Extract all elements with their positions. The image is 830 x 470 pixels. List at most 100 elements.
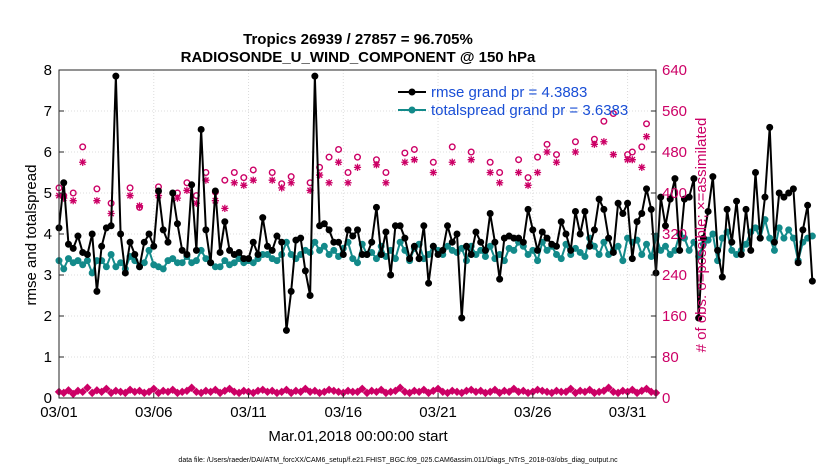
obs-assimilated-marker bbox=[609, 150, 617, 159]
rmse-point bbox=[136, 263, 144, 271]
rmse-point bbox=[282, 326, 290, 334]
totalspread-point bbox=[159, 265, 167, 273]
rmse-point bbox=[723, 205, 731, 213]
rmse-point bbox=[553, 242, 560, 250]
rmse-point bbox=[614, 199, 622, 207]
totalspread-point bbox=[666, 251, 674, 258]
rmse-point bbox=[695, 314, 703, 322]
rmse-point bbox=[676, 246, 684, 254]
rmse-point bbox=[647, 205, 655, 213]
chart-title: Tropics 26939 / 27857 = 96.705% bbox=[243, 31, 473, 48]
rmse-point bbox=[145, 230, 153, 238]
obs-possible-marker bbox=[496, 168, 504, 176]
obs-possible-marker bbox=[249, 166, 257, 174]
obs-assimilated-marker bbox=[448, 158, 456, 166]
rmse-point bbox=[534, 246, 542, 254]
obs-bottom-marker bbox=[168, 385, 177, 395]
obs-bottom-marker bbox=[376, 385, 386, 395]
rmse-point bbox=[643, 185, 651, 193]
totalspread-point bbox=[64, 255, 72, 263]
rmse-point bbox=[581, 207, 589, 215]
rmse-point bbox=[733, 197, 741, 205]
rmse-point bbox=[254, 251, 262, 258]
rmse-point bbox=[605, 234, 613, 242]
rmse-point bbox=[624, 199, 632, 207]
rmse-point bbox=[325, 226, 333, 234]
obs-assimilated-marker bbox=[93, 197, 101, 205]
rmse-point bbox=[268, 246, 276, 254]
obs-possible-marker bbox=[354, 153, 362, 161]
y-tick-label-left: 6 bbox=[44, 144, 52, 161]
totalspread-point bbox=[643, 240, 651, 248]
rmse-point bbox=[140, 238, 148, 246]
rmse-point bbox=[278, 238, 286, 246]
x-tick-label: 03/31 bbox=[609, 404, 647, 421]
y-tick-label-right: 320 bbox=[662, 226, 687, 243]
y-axis-label-right: # of obs: o=possible; ×=assimilated bbox=[693, 118, 710, 353]
y-tick-label-left: 5 bbox=[44, 185, 52, 202]
totalspread-point bbox=[216, 263, 224, 271]
totalspread-point bbox=[320, 242, 328, 250]
obs-possible-marker bbox=[534, 153, 542, 161]
obs-bottom-marker bbox=[83, 383, 92, 392]
rmse-point bbox=[638, 210, 646, 217]
rmse-point bbox=[354, 226, 361, 234]
rmse-point bbox=[301, 267, 309, 275]
rmse-point bbox=[571, 207, 579, 215]
obs-bottom-marker bbox=[628, 385, 637, 395]
totalspread-point bbox=[661, 242, 669, 250]
obs-assimilated-marker bbox=[623, 156, 632, 164]
obs-count-series bbox=[55, 110, 651, 218]
obs-bottom-marker bbox=[97, 387, 106, 397]
rmse-point bbox=[524, 205, 532, 213]
obs-possible-marker bbox=[429, 158, 437, 166]
obs-bottom-marker bbox=[102, 384, 111, 393]
obs-assimilated-marker bbox=[628, 156, 636, 164]
rmse-point bbox=[363, 251, 371, 258]
obs-bottom-marker bbox=[419, 385, 429, 395]
axes: 03/01 03/06 03/11 03/16 03/21 03/26 03/31 0 1 2 3 4… bbox=[40, 62, 687, 421]
rmse-point bbox=[699, 234, 707, 242]
rmse-point bbox=[619, 210, 627, 217]
rmse-point bbox=[789, 185, 797, 193]
totalspread-point bbox=[619, 257, 627, 265]
y-tick-label-right: 0 bbox=[662, 390, 670, 407]
y-tick-label-right: 80 bbox=[662, 349, 679, 366]
obs-assimilated-marker bbox=[642, 133, 651, 141]
rmse-point bbox=[661, 222, 669, 230]
rmse-point bbox=[88, 230, 96, 238]
rmse-point bbox=[491, 238, 499, 246]
totalspread-point bbox=[202, 255, 210, 263]
rmse-point bbox=[709, 173, 717, 181]
rmse-point bbox=[576, 230, 584, 238]
obs-possible-marker bbox=[600, 117, 608, 125]
legend-entry-rmse: rmse grand pr = 4.3883 bbox=[431, 84, 587, 101]
totalspread-point bbox=[316, 246, 324, 254]
rmse-point bbox=[448, 238, 456, 246]
rmse-point bbox=[609, 248, 617, 256]
obs-possible-marker bbox=[515, 156, 523, 164]
totalspread-point bbox=[102, 263, 110, 271]
obs-bottom-marker bbox=[187, 383, 196, 392]
totalspread-point bbox=[169, 255, 177, 263]
rmse-point bbox=[434, 251, 442, 258]
obs-assimilated-marker bbox=[410, 156, 418, 164]
rmse-point bbox=[192, 246, 200, 254]
rmse-point bbox=[671, 175, 679, 183]
totalspread-point bbox=[785, 226, 793, 234]
rmse-point bbox=[173, 220, 181, 228]
y-tick-label-right: 400 bbox=[662, 185, 687, 202]
totalspread-point bbox=[752, 224, 759, 232]
obs-assimilated-marker bbox=[268, 176, 276, 184]
rmse-point bbox=[131, 251, 139, 258]
rmse-point bbox=[439, 246, 447, 254]
obs-assimilated-marker bbox=[183, 186, 191, 195]
obs-assimilated-marker bbox=[249, 176, 257, 184]
totalspread-point bbox=[396, 238, 404, 246]
y-tick-label-right: 560 bbox=[662, 103, 687, 120]
rmse-point bbox=[273, 232, 281, 240]
rmse-point bbox=[382, 228, 390, 236]
totalspread-point bbox=[349, 255, 357, 263]
y-tick-label-right: 480 bbox=[662, 144, 687, 161]
rmse-point bbox=[481, 246, 489, 254]
